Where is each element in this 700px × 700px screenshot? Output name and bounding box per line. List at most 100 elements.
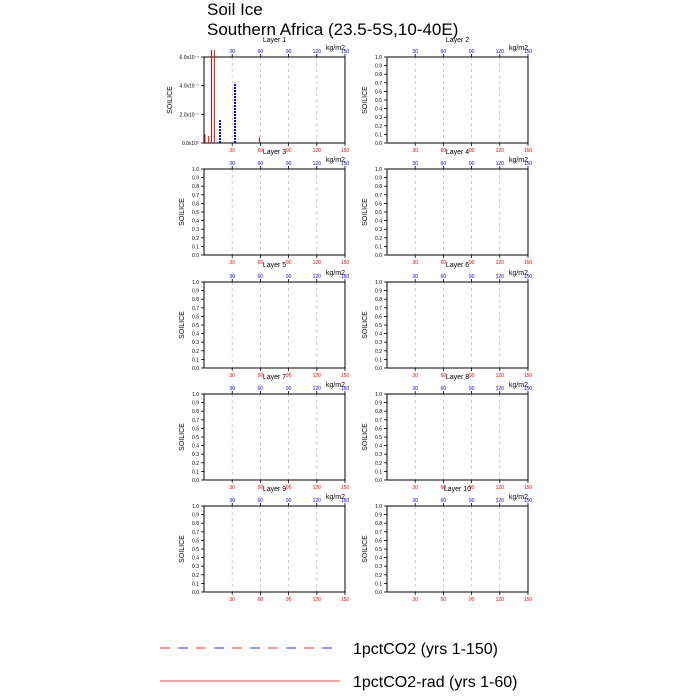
x-tick-label-bottom: 30	[412, 597, 418, 603]
x-tick-label-bottom: 90	[469, 485, 475, 491]
y-tick-label: 0.9	[192, 513, 199, 519]
x-tick-label-top: 90	[286, 274, 292, 280]
y-tick-label: 0.2	[192, 573, 199, 579]
y-tick-label: 0.7	[192, 306, 199, 312]
y-tick-label: 0.8	[192, 297, 199, 303]
panel-layer-1: Layer 1 kg/m2 30 30 60 60 90 90 120 120 150 150 0.0x…	[167, 37, 349, 154]
y-tick-label: 0.9	[375, 64, 382, 70]
x-tick-label-bottom: 150	[524, 597, 533, 603]
x-tick-label-top: 30	[412, 161, 418, 167]
plot-frame	[386, 393, 529, 481]
y-tick-label: 0.4	[192, 219, 199, 225]
y-tick-label: 0.4	[375, 556, 382, 562]
units-label: kg/m2	[326, 494, 345, 501]
y-tick-label: 0.3	[192, 564, 199, 570]
x-tick-label-top: 30	[229, 386, 235, 392]
plot-frame	[203, 281, 346, 369]
x-tick-label-top: 120	[496, 386, 505, 392]
x-tick-label-top: 30	[229, 274, 235, 280]
y-tick-label: 0.3	[192, 227, 199, 233]
y-tick-label: 2.0x10⁻⁷	[180, 112, 200, 118]
y-tick-label: 0.7	[375, 81, 382, 87]
y-tick-label: 1.0	[375, 280, 382, 286]
x-tick-label-bottom: 60	[441, 485, 447, 491]
x-tick-label-bottom: 150	[341, 260, 350, 266]
x-tick-label-bottom: 30	[229, 148, 235, 154]
x-tick-label-bottom: 30	[412, 373, 418, 379]
x-tick-label-top: 90	[469, 498, 475, 504]
x-tick-label-top: 30	[412, 274, 418, 280]
plot-frame	[386, 168, 529, 256]
y-tick-label: 0.4	[375, 444, 382, 450]
y-tick-label: 0.0	[192, 590, 199, 596]
panel-title: Layer 5	[263, 262, 286, 269]
plot-frame	[386, 281, 529, 369]
chart-subtitle: Southern Africa (23.5-5S,10-40E)	[207, 20, 459, 39]
panel-title: Layer 7	[263, 374, 286, 381]
panel-layer-2: Layer 2 kg/m2 30 30 60 60 90 90 120 120 150 150 0.0 0…	[362, 37, 532, 154]
y-tick-label: 0.2	[375, 573, 382, 579]
x-tick-label-bottom: 120	[496, 597, 505, 603]
y-tick-label: 0.1	[192, 357, 199, 363]
y-tick-label: 0.0	[375, 253, 382, 259]
x-tick-label-top: 60	[258, 498, 264, 504]
x-tick-label-top: 90	[286, 161, 292, 167]
x-tick-label-bottom: 150	[524, 148, 533, 154]
y-tick-label: 0.1	[192, 244, 199, 250]
y-tick-label: 0.8	[375, 297, 382, 303]
y-tick-label: 0.2	[375, 349, 382, 355]
panel-layer-6: Layer 6 kg/m2 30 30 60 60 90 90 120 120 150 150 0.0 0…	[362, 262, 532, 379]
y-tick-label: 0.5	[375, 547, 382, 553]
x-tick-label-bottom: 30	[229, 485, 235, 491]
y-tick-label: 0.1	[375, 357, 382, 363]
units-label: kg/m2	[509, 382, 528, 389]
x-tick-label-top: 150	[524, 386, 533, 392]
x-tick-label-top: 90	[469, 161, 475, 167]
x-tick-label-bottom: 60	[258, 260, 264, 266]
title-block: Soil Ice Southern Africa (23.5-5S,10-40E…	[207, 0, 458, 40]
plot-frame	[386, 56, 529, 144]
y-tick-label: 0.6	[192, 314, 199, 320]
y-tick-label: 0.4	[192, 444, 199, 450]
panel-layer-10: Layer 10 kg/m2 30 30 60 60 90 90 120 120 150 150 0.0…	[362, 486, 532, 603]
y-axis-label: SOILICE	[179, 198, 186, 226]
x-tick-label-top: 60	[441, 49, 447, 55]
units-label: kg/m2	[326, 382, 345, 389]
y-tick-label: 4.0x10⁻⁷	[180, 84, 200, 90]
plot-frame	[203, 393, 346, 481]
y-tick-label: 0.4	[375, 107, 382, 113]
y-tick-label: 0.4	[192, 556, 199, 562]
panel-title: Layer 9	[263, 486, 286, 493]
panel-layer-7: Layer 7 kg/m2 30 30 60 60 90 90 120 120 150 150 0.0 0…	[179, 374, 349, 491]
panel-title: Layer 4	[446, 149, 469, 156]
y-tick-label: 0.5	[192, 210, 199, 216]
x-tick-label-bottom: 90	[286, 373, 292, 379]
units-label: kg/m2	[509, 494, 528, 501]
x-tick-label-top: 120	[496, 498, 505, 504]
panel-title: Layer 10	[444, 486, 471, 493]
x-tick-label-top: 60	[258, 161, 264, 167]
x-tick-label-top: 150	[341, 274, 350, 280]
y-tick-label: 0.0	[192, 366, 199, 372]
x-tick-label-bottom: 150	[524, 373, 533, 379]
x-tick-label-top: 90	[286, 498, 292, 504]
x-tick-label-bottom: 150	[341, 485, 350, 491]
x-tick-label-bottom: 30	[229, 597, 235, 603]
y-tick-label: 1.0	[192, 392, 199, 398]
y-tick-label: 0.7	[375, 530, 382, 536]
x-tick-label-bottom: 90	[286, 260, 292, 266]
panel-title: Layer 8	[446, 374, 469, 381]
units-label: kg/m2	[326, 157, 345, 164]
y-axis-label: SOILICE	[179, 535, 186, 563]
panel-layer-4: Layer 4 kg/m2 30 30 60 60 90 90 120 120 150 150 0.0 0…	[362, 149, 532, 266]
x-tick-label-top: 120	[313, 49, 322, 55]
x-tick-label-bottom: 30	[229, 373, 235, 379]
y-tick-label: 0.8	[375, 72, 382, 78]
panel-layer-9: Layer 9 kg/m2 30 30 60 60 90 90 120 120 150 150 0.0 0…	[179, 486, 349, 603]
y-tick-label: 0.6	[375, 538, 382, 544]
y-tick-label: 0.2	[375, 236, 382, 242]
x-tick-label-bottom: 120	[496, 485, 505, 491]
y-tick-label: 0.4	[192, 332, 199, 338]
x-tick-label-bottom: 60	[441, 597, 447, 603]
x-tick-label-bottom: 150	[341, 148, 350, 154]
